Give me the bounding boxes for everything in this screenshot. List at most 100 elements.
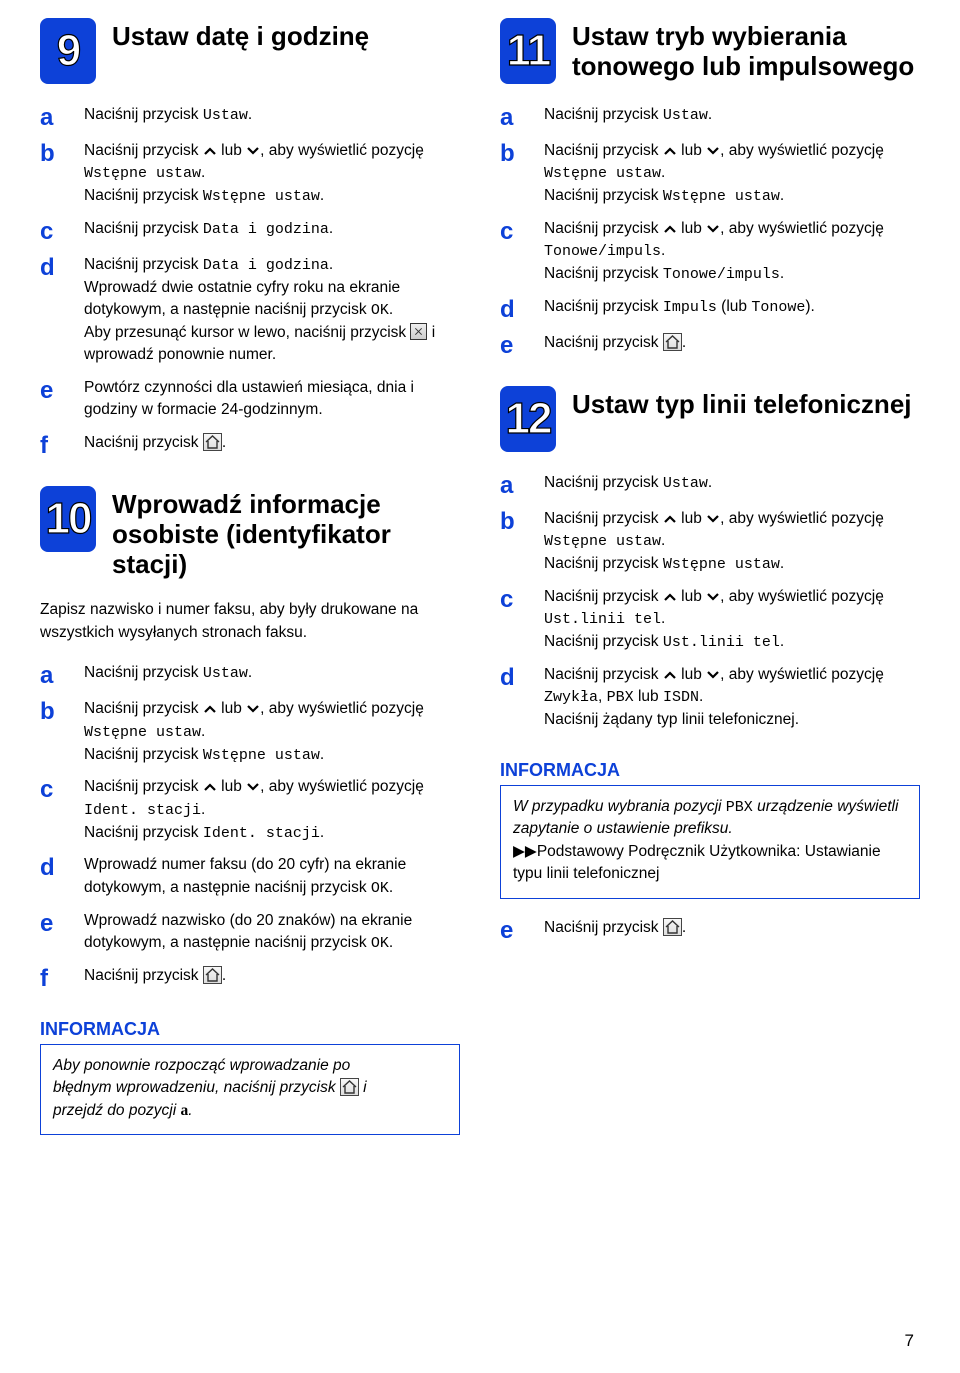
chevron-down-icon xyxy=(706,670,720,680)
step-letter: c xyxy=(500,218,526,244)
step-body: Naciśnij przycisk . xyxy=(84,432,460,454)
s9-step-a: a Naciśnij przycisk Ustaw. xyxy=(40,104,460,130)
step-letter: b xyxy=(40,140,66,166)
s10-step-d: d Wprowadź numer faksu (do 20 cyfr) na e… xyxy=(40,854,460,899)
s9-step-d: d Naciśnij przycisk Data i godzina.Wprow… xyxy=(40,254,460,367)
s10-step-b: b Naciśnij przycisk lub , aby wyświetlić… xyxy=(40,698,460,766)
s10-intro: Zapisz nazwisko i numer faksu, aby były … xyxy=(40,599,460,644)
chevron-up-icon xyxy=(203,146,217,156)
step-letter: c xyxy=(500,586,526,612)
step-letter: d xyxy=(500,296,526,322)
s9-step-f: f Naciśnij przycisk . xyxy=(40,432,460,458)
step-body: Naciśnij przycisk Data i godzina. xyxy=(84,218,460,241)
step-body: Naciśnij przycisk lub , aby wyświetlić p… xyxy=(544,218,920,286)
step-body: Naciśnij przycisk Data i godzina.Wprowad… xyxy=(84,254,460,367)
s9-step-b: b Naciśnij przycisk lub , aby wyświetlić… xyxy=(40,140,460,208)
chevron-up-icon xyxy=(663,592,677,602)
step-letter: d xyxy=(40,854,66,880)
s12-step-a: a Naciśnij przycisk Ustaw. xyxy=(500,472,920,498)
s11-step-a: a Naciśnij przycisk Ustaw. xyxy=(500,104,920,130)
chevron-down-icon xyxy=(706,592,720,602)
step-body: Naciśnij przycisk lub , aby wyświetlić p… xyxy=(544,140,920,208)
s10-step-c: c Naciśnij przycisk lub , aby wyświetlić… xyxy=(40,776,460,844)
step-body: Naciśnij przycisk lub , aby wyświetlić p… xyxy=(84,776,460,844)
step-letter: f xyxy=(40,965,66,991)
step-body: Naciśnij przycisk lub , aby wyświetlić p… xyxy=(544,508,920,576)
step-body: Naciśnij przycisk lub , aby wyświetlić p… xyxy=(544,664,920,732)
chevron-up-icon xyxy=(663,146,677,156)
s12-step-d: d Naciśnij przycisk lub , aby wyświetlić… xyxy=(500,664,920,732)
info-line: błędnym wprowadzeniu, naciśnij przycisk … xyxy=(53,1077,447,1099)
s12-info-box: W przypadku wybrania pozycji PBX urządze… xyxy=(500,785,920,899)
step-letter: d xyxy=(500,664,526,690)
section-10-head: 10 Wprowadź informacje osobiste (identyf… xyxy=(40,486,460,580)
num-10: 10 xyxy=(46,494,91,544)
s11-step-d: d Naciśnij przycisk Impuls (lub Tonowe). xyxy=(500,296,920,322)
step-body: Naciśnij przycisk Ustaw. xyxy=(84,104,460,127)
chevron-down-icon xyxy=(246,782,260,792)
step-letter: e xyxy=(500,332,526,358)
step-letter: a xyxy=(40,662,66,688)
chevron-down-icon xyxy=(246,704,260,714)
chevron-down-icon xyxy=(706,146,720,156)
home-icon xyxy=(203,966,222,984)
home-icon xyxy=(203,433,222,451)
s10-step-e: e Wprowadź nazwisko (do 20 znaków) na ek… xyxy=(40,910,460,955)
step-letter: a xyxy=(500,104,526,130)
step-letter: e xyxy=(40,910,66,936)
chevron-down-icon xyxy=(246,146,260,156)
step-body: Naciśnij przycisk lub , aby wyświetlić p… xyxy=(544,586,920,654)
section-12-title: Ustaw typ linii telefonicznej xyxy=(572,386,912,420)
step-letter: c xyxy=(40,776,66,802)
step-body: Wprowadź numer faksu (do 20 cyfr) na ekr… xyxy=(84,854,460,899)
step-body: Naciśnij przycisk Ustaw. xyxy=(84,662,460,685)
step-body: Naciśnij przycisk . xyxy=(544,917,920,939)
step-body: Naciśnij przycisk lub , aby wyświetlić p… xyxy=(84,140,460,208)
chevron-up-icon xyxy=(203,782,217,792)
step-body: Naciśnij przycisk . xyxy=(84,965,460,987)
step-letter: e xyxy=(40,377,66,403)
section-number-12: 12 xyxy=(500,386,556,452)
step-letter: d xyxy=(40,254,66,280)
info-line: przejdź do pozycji a. xyxy=(53,1100,447,1122)
s10-step-f: f Naciśnij przycisk . xyxy=(40,965,460,991)
step-letter: b xyxy=(40,698,66,724)
step-body: Naciśnij przycisk lub , aby wyświetlić p… xyxy=(84,698,460,766)
s10-info-box: Aby ponownie rozpocząć wprowadzanie po b… xyxy=(40,1044,460,1135)
chevron-down-icon xyxy=(706,514,720,524)
home-icon xyxy=(663,918,682,936)
section-number-11: 11 xyxy=(500,18,556,84)
section-9-head: 9 Ustaw datę i godzinę xyxy=(40,18,460,84)
s12-step-b: b Naciśnij przycisk lub , aby wyświetlić… xyxy=(500,508,920,576)
info-title: INFORMACJA xyxy=(500,760,920,781)
step-letter: b xyxy=(500,140,526,166)
section-10-title: Wprowadź informacje osobiste (identyfika… xyxy=(112,486,460,580)
step-body: Wprowadź nazwisko (do 20 znaków) na ekra… xyxy=(84,910,460,955)
page-number: 7 xyxy=(905,1331,914,1351)
section-11-title: Ustaw tryb wybierania tonowego lub impul… xyxy=(572,18,920,82)
chevron-up-icon xyxy=(203,704,217,714)
chevron-down-icon xyxy=(706,224,720,234)
info-line: Aby ponownie rozpocząć wprowadzanie po xyxy=(53,1055,447,1077)
info-line: W przypadku wybrania pozycji PBX urządze… xyxy=(513,796,907,841)
s12-step-c: c Naciśnij przycisk lub , aby wyświetlić… xyxy=(500,586,920,654)
step-body: Naciśnij przycisk Ustaw. xyxy=(544,104,920,127)
step-letter: a xyxy=(500,472,526,498)
chevron-up-icon xyxy=(663,670,677,680)
num-12: 12 xyxy=(506,394,551,444)
info-title: INFORMACJA xyxy=(40,1019,460,1040)
num-11: 11 xyxy=(507,26,550,76)
s12-step-e: e Naciśnij przycisk . xyxy=(500,917,920,943)
chevron-up-icon xyxy=(663,514,677,524)
s10-step-a: a Naciśnij przycisk Ustaw. xyxy=(40,662,460,688)
info-line: ▶▶Podstawowy Podręcznik Użytkownika: Ust… xyxy=(513,841,907,886)
step-letter: e xyxy=(500,917,526,943)
step-body: Naciśnij przycisk Impuls (lub Tonowe). xyxy=(544,296,920,319)
home-icon xyxy=(663,333,682,351)
step-letter: a xyxy=(40,104,66,130)
s11-step-e: e Naciśnij przycisk . xyxy=(500,332,920,358)
step-letter: c xyxy=(40,218,66,244)
s9-step-c: c Naciśnij przycisk Data i godzina. xyxy=(40,218,460,244)
section-9-title: Ustaw datę i godzinę xyxy=(112,18,369,52)
clear-icon xyxy=(410,323,427,340)
